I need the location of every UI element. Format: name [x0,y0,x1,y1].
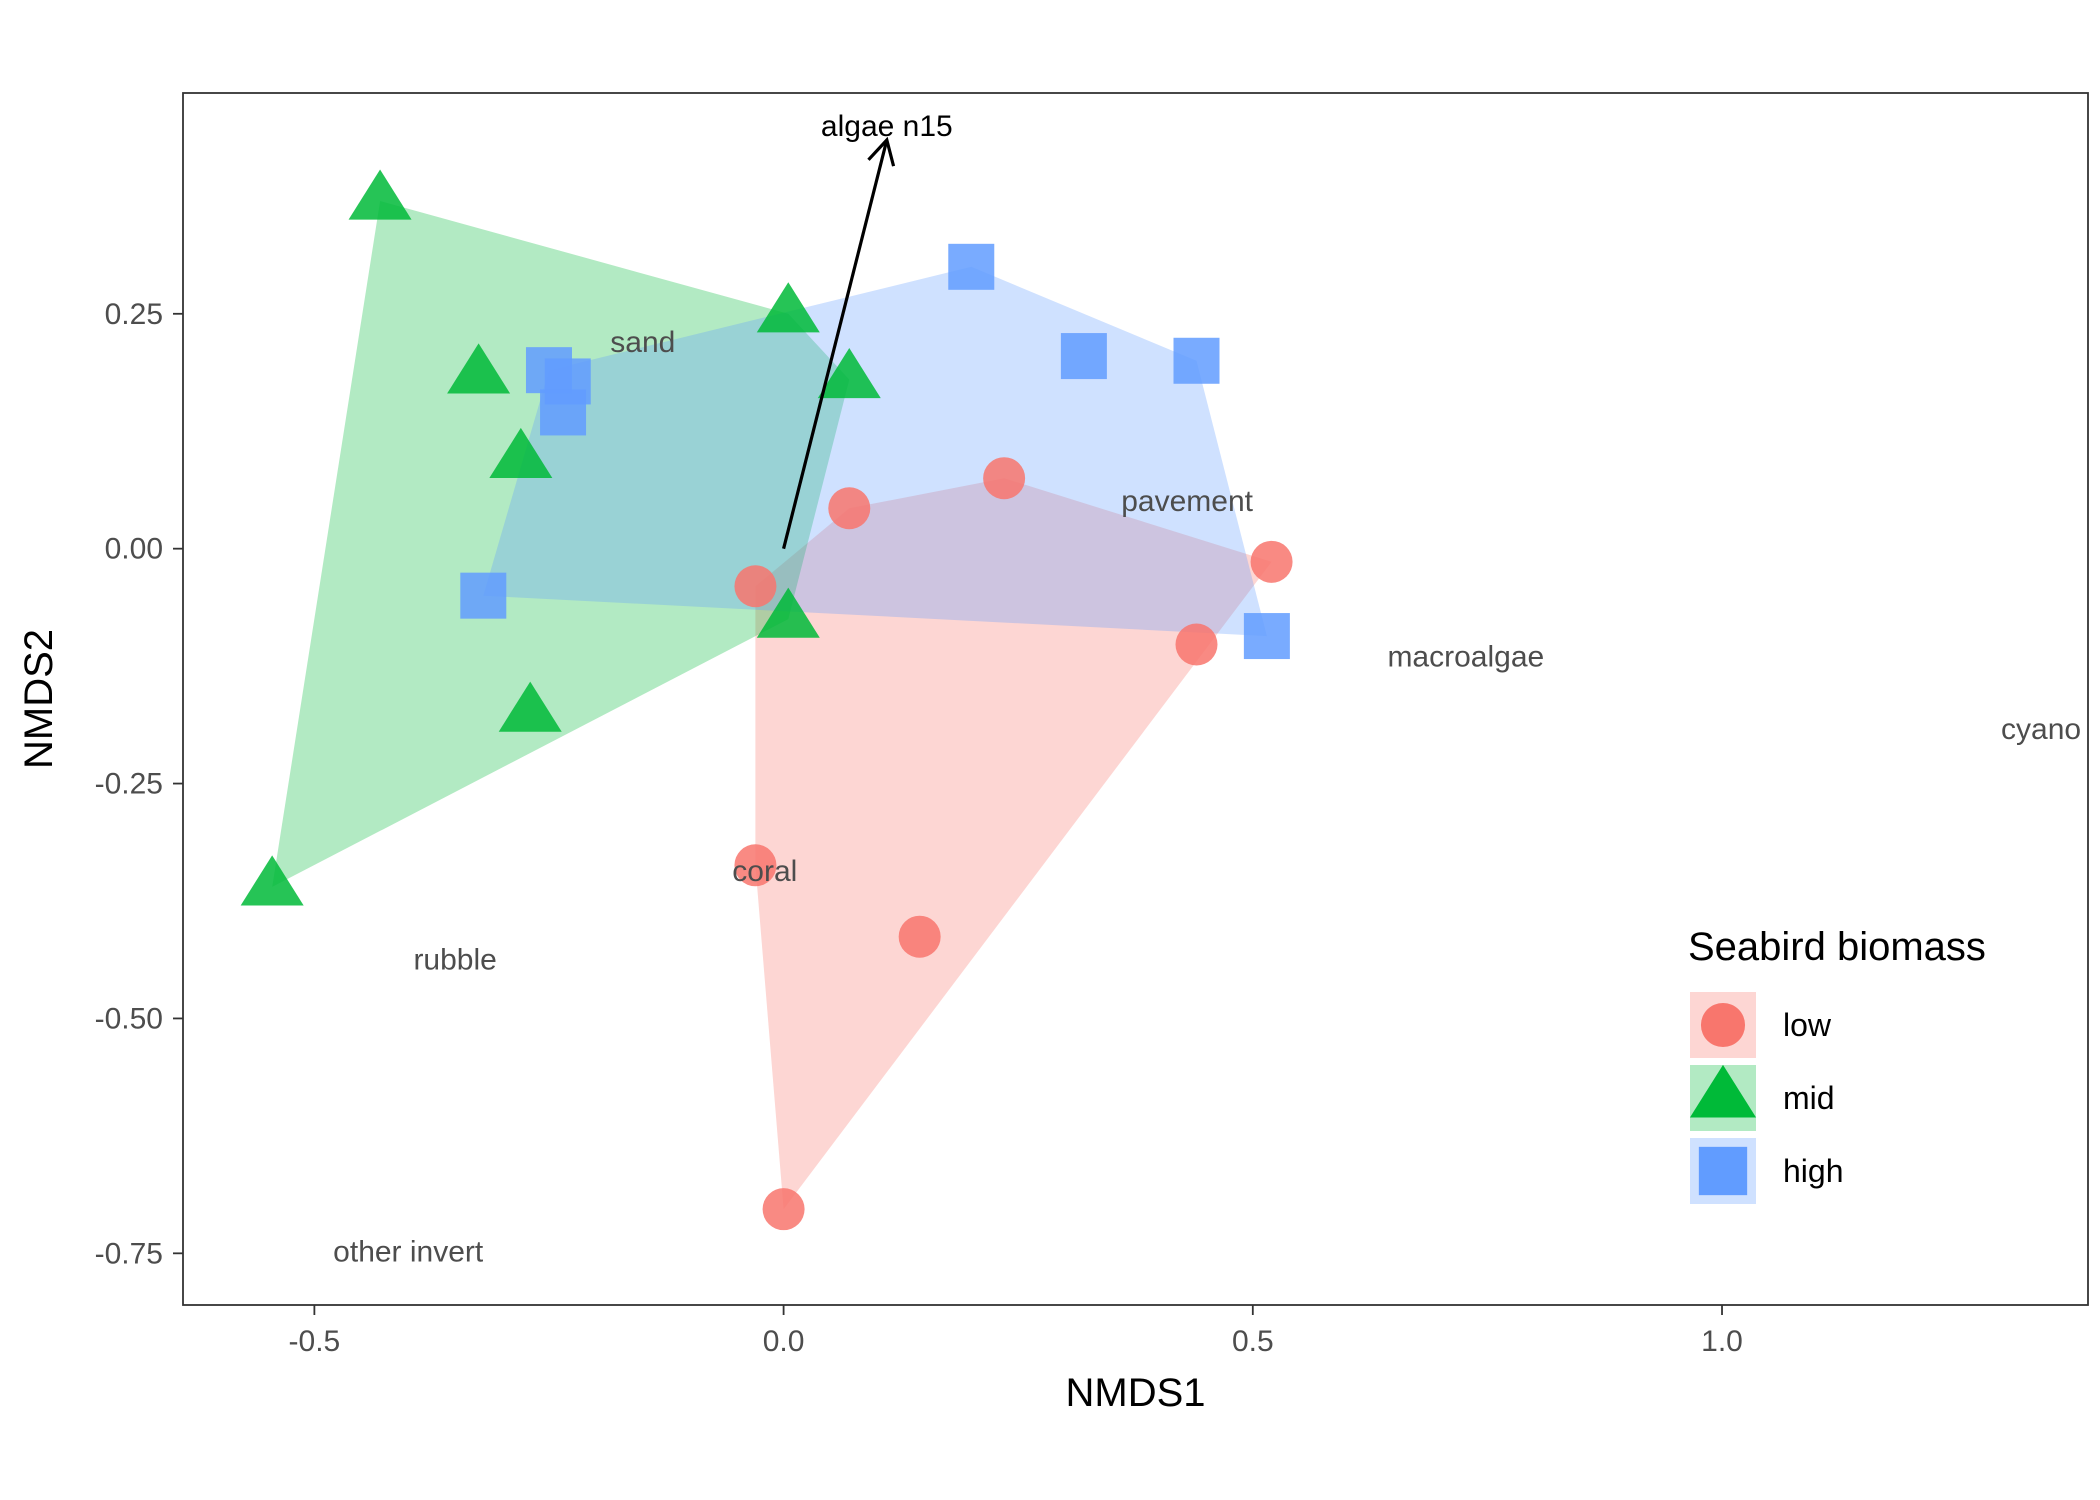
point-high [1173,337,1220,384]
species-label: other invert [333,1235,484,1268]
vector-layer: algae n15 [782,110,953,550]
legend: Seabird biomass low mid high [1688,925,1986,1204]
y-tick-label: 0.25 [105,298,163,331]
legend-label-low: low [1783,1007,1832,1043]
y-tick-label: 0.00 [105,533,163,566]
hull-layer [272,201,1272,1210]
point-mid [756,587,820,638]
points-layer [240,169,1293,1231]
vector-arrow [782,139,889,550]
panel-border [182,92,2089,1306]
species-label: macroalgae [1387,641,1544,674]
point-mid [489,427,553,479]
legend-title: Seabird biomass [1688,925,1986,969]
point-low [983,457,1026,500]
species-label: rubble [413,943,496,976]
x-tick-label: 0.5 [1232,1325,1274,1358]
point-low [734,565,777,608]
point-low [1175,623,1218,666]
point-high [1060,333,1107,380]
x-tick-label: 0.0 [763,1325,805,1358]
y-axis: -0.75 -0.50 -0.25 0.00 0.25 [95,298,183,1270]
y-axis-title: NMDS2 [17,629,61,769]
point-low [1250,540,1293,583]
point-mid [240,855,304,906]
y-tick-label: -0.75 [95,1237,163,1270]
hull-low [755,478,1272,1210]
point-mid [498,681,562,732]
hull-mid [272,201,850,887]
point-high [460,572,507,619]
point-low [898,915,941,958]
x-tick-label: -0.5 [289,1325,341,1358]
point-low [762,1188,805,1231]
legend-label-high: high [1783,1153,1844,1189]
legend-symbol-low [1700,1002,1746,1048]
point-mid [817,348,881,399]
vector-arrowhead [867,136,896,167]
legend-label-mid: mid [1783,1080,1835,1116]
point-mid [348,169,412,220]
x-axis-title: NMDS1 [1065,1371,1205,1415]
y-tick-label: -0.50 [95,1002,163,1035]
legend-symbol-mid [1689,1064,1757,1118]
species-label: sand [610,326,675,359]
point-low [734,844,777,887]
legend-symbol-high [1698,1146,1748,1196]
vector-label: algae n15 [821,110,953,143]
x-axis: -0.5 0.0 0.5 1.0 [289,1305,1743,1358]
species-label: coral [732,855,797,888]
species-label: pavement [1121,485,1253,518]
point-high [540,389,587,436]
x-tick-label: 1.0 [1701,1325,1743,1358]
point-high [948,243,995,290]
point-mid [447,343,511,394]
point-mid [756,282,820,333]
species-label: cyano [2001,713,2081,746]
point-low [828,487,871,530]
y-tick-label: -0.25 [95,768,163,801]
point-high [1243,613,1290,660]
species-label-layer: sand pavement macroalgae cyano coral rubble ot… [333,326,2081,1268]
